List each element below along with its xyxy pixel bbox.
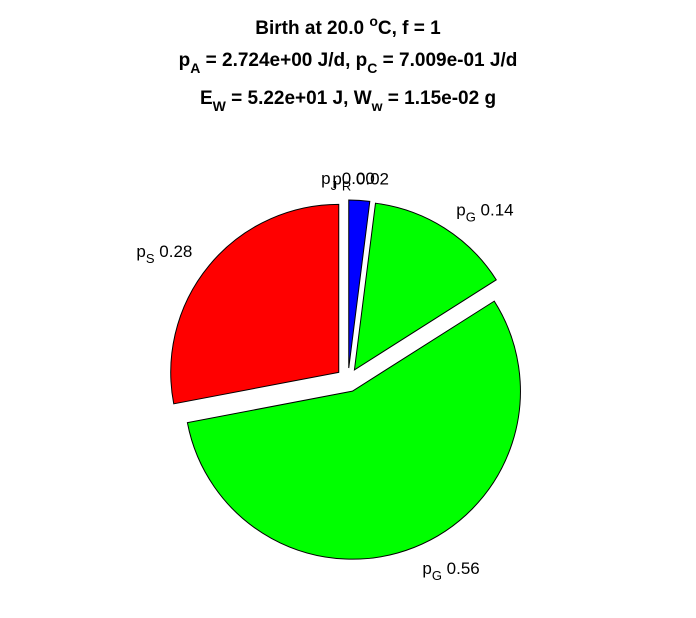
pie-labels: pR 0.02 pG 0.14 pG 0.56 pS 0.28 pJ 0.00	[136, 169, 513, 583]
pie-label-ps-3: pS 0.28	[136, 242, 192, 266]
pie-label-pr-0: pR 0.02	[332, 169, 389, 193]
title-line-1: Birth at 20.0 oC, f = 1	[255, 13, 441, 39]
pie-label-pg-2: pG 0.56	[422, 559, 479, 583]
title-line-3: EW = 5.22e+01 J, Ww = 1.15e-02 g	[200, 88, 496, 114]
pie-slice-pr-0	[348, 199, 371, 369]
pie-label-pj-4: pJ 0.00	[321, 169, 375, 193]
chart-title: Birth at 20.0 oC, f = 1 pA = 2.724e+00 J…	[179, 13, 518, 114]
pie-label-pg-1: pG 0.14	[456, 200, 513, 224]
pie-slice-ps-3	[170, 203, 340, 405]
title-line-2: pA = 2.724e+00 J/d, pC = 7.009e-01 J/d	[179, 50, 518, 76]
pie-slices	[170, 199, 521, 560]
pie-slice-pg-1	[353, 202, 497, 371]
pie-slice-pg-2	[186, 300, 521, 560]
